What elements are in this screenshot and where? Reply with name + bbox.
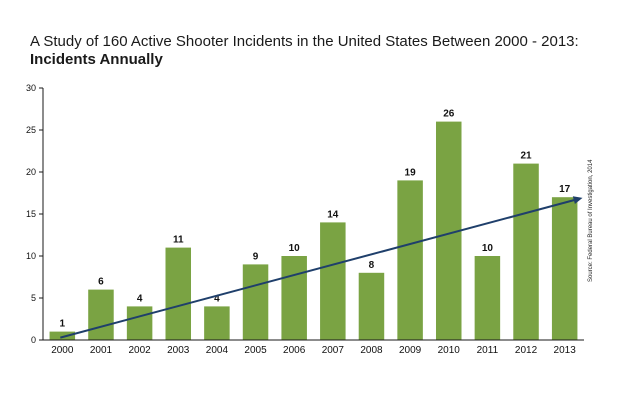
value-label-2010: 26 bbox=[443, 109, 455, 120]
x-tick-label-2003: 2003 bbox=[167, 345, 190, 356]
chart-subtitle: Incidents Annually bbox=[30, 51, 163, 68]
bar-2003 bbox=[165, 247, 192, 340]
value-label-2012: 21 bbox=[520, 151, 532, 162]
value-label-2009: 19 bbox=[405, 167, 417, 178]
x-tick-label-2007: 2007 bbox=[322, 345, 345, 356]
axes-group: 0 5 10 15 20 25 30 bbox=[26, 83, 584, 345]
y-tick-label-20: 20 bbox=[26, 167, 36, 177]
value-label-2001: 6 bbox=[98, 277, 104, 288]
labels-group: 1 2000 6 2001 4 2002 11 2003 4 2004 9 2005 10 2006 14 2… bbox=[51, 109, 576, 356]
bar-2004 bbox=[204, 306, 230, 340]
value-label-2005: 9 bbox=[253, 251, 259, 262]
bar-2000 bbox=[49, 331, 76, 340]
value-label-2011: 10 bbox=[482, 243, 494, 254]
trend-arrowhead bbox=[572, 196, 583, 205]
bar-2013 bbox=[551, 197, 578, 340]
chart-title: A Study of 160 Active Shooter Incidents … bbox=[30, 33, 579, 50]
x-tick-label-2013: 2013 bbox=[554, 345, 577, 356]
x-tick-label-2008: 2008 bbox=[360, 345, 383, 356]
value-label-2004: 4 bbox=[214, 293, 220, 304]
source-note: Source: Federal Bureau of Investigation,… bbox=[588, 159, 594, 282]
bar-2007 bbox=[320, 222, 346, 340]
y-tick-label-0: 0 bbox=[31, 335, 36, 345]
bars-group bbox=[49, 121, 578, 340]
x-tick-label-2001: 2001 bbox=[90, 345, 113, 356]
x-tick-label-2009: 2009 bbox=[399, 345, 422, 356]
value-label-2003: 11 bbox=[173, 235, 184, 246]
bar-2012 bbox=[513, 163, 539, 340]
x-tick-label-2010: 2010 bbox=[438, 345, 461, 356]
x-tick-label-2002: 2002 bbox=[128, 345, 151, 356]
bar-2011 bbox=[474, 256, 501, 340]
bar-2008 bbox=[358, 272, 385, 340]
x-tick-label-2011: 2011 bbox=[477, 345, 499, 356]
bar-2005 bbox=[242, 264, 269, 340]
bar-2002 bbox=[126, 306, 153, 340]
trend-group bbox=[60, 196, 583, 339]
value-label-2000: 1 bbox=[60, 319, 66, 330]
y-tick-label-15: 15 bbox=[26, 209, 36, 219]
x-tick-label-2000: 2000 bbox=[51, 345, 74, 356]
bar-2001 bbox=[88, 289, 114, 340]
y-tick-label-5: 5 bbox=[31, 293, 36, 303]
y-tick-label-25: 25 bbox=[26, 125, 36, 135]
x-tick-label-2005: 2005 bbox=[244, 345, 267, 356]
trend-line bbox=[60, 197, 579, 339]
value-label-2002: 4 bbox=[137, 293, 143, 304]
value-label-2007: 14 bbox=[327, 209, 339, 220]
value-label-2008: 8 bbox=[369, 260, 375, 271]
y-tick-label-10: 10 bbox=[26, 251, 36, 261]
value-label-2013: 17 bbox=[559, 184, 571, 195]
bar-2009 bbox=[397, 180, 423, 340]
x-tick-label-2004: 2004 bbox=[206, 345, 229, 356]
value-label-2006: 10 bbox=[289, 243, 301, 254]
bar-2006 bbox=[281, 256, 307, 340]
x-tick-label-2006: 2006 bbox=[283, 345, 306, 356]
x-tick-label-2012: 2012 bbox=[515, 345, 538, 356]
y-tick-label-30: 30 bbox=[26, 83, 36, 93]
